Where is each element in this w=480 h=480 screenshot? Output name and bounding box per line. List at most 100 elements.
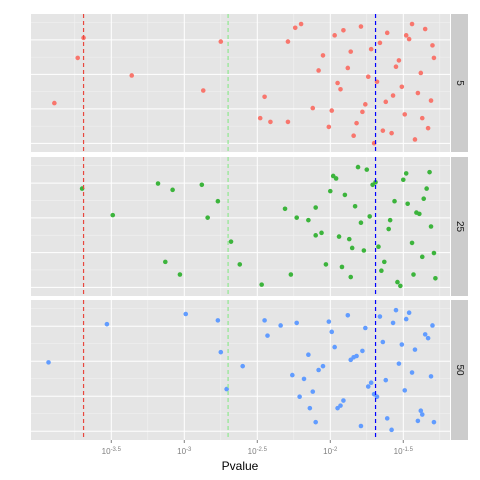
point	[354, 353, 359, 359]
point	[329, 329, 335, 335]
point	[326, 124, 332, 130]
point	[425, 335, 431, 341]
point	[342, 192, 348, 198]
point	[422, 332, 428, 337]
point	[301, 376, 307, 382]
tick-base: 10	[323, 447, 332, 456]
point	[335, 405, 340, 411]
facet-label: 25	[454, 221, 465, 233]
point	[403, 171, 409, 176]
point	[332, 33, 337, 38]
point	[345, 312, 351, 318]
point	[425, 125, 431, 131]
x-tick-label: 10-2.5	[248, 447, 268, 457]
point	[405, 201, 410, 207]
point	[352, 203, 358, 209]
point	[218, 349, 224, 355]
point	[240, 363, 245, 369]
point	[259, 282, 264, 287]
point	[368, 380, 374, 386]
x-axis-label: Pvalue	[222, 459, 259, 473]
point	[380, 128, 386, 133]
point	[412, 347, 418, 352]
point	[392, 198, 397, 204]
point	[431, 55, 437, 61]
point	[389, 427, 394, 433]
point	[215, 318, 221, 323]
point	[335, 80, 340, 86]
point	[403, 316, 409, 322]
tick-exponent: -3.5	[111, 447, 122, 453]
tick-exponent: -1.5	[403, 447, 414, 453]
point	[278, 323, 283, 328]
point	[285, 39, 291, 44]
x-tick-label: 10-3.5	[102, 447, 122, 457]
point	[199, 182, 205, 188]
point	[316, 68, 321, 73]
point	[390, 93, 396, 98]
point	[338, 86, 343, 92]
point	[386, 226, 391, 232]
point	[364, 167, 370, 172]
point	[292, 25, 298, 31]
point	[402, 112, 408, 117]
facet-strip	[451, 300, 468, 440]
point	[389, 130, 394, 136]
point	[421, 196, 427, 201]
point	[294, 320, 300, 326]
panel-background	[31, 14, 450, 152]
point	[431, 419, 437, 425]
point	[306, 352, 311, 358]
x-tick-label: 10-1.5	[394, 447, 414, 457]
point	[377, 314, 383, 319]
point	[384, 30, 390, 36]
point	[75, 55, 81, 61]
point	[360, 109, 365, 115]
point	[110, 212, 116, 218]
tick-exponent: -2	[332, 447, 338, 453]
point	[370, 182, 375, 188]
point	[298, 21, 304, 27]
point	[415, 90, 421, 96]
point	[313, 233, 318, 238]
x-tick-label: 10-3	[177, 447, 192, 457]
point	[390, 320, 396, 326]
panel-background	[31, 157, 450, 296]
point	[329, 108, 335, 113]
point	[360, 348, 365, 354]
point	[363, 325, 368, 331]
point	[351, 133, 356, 138]
point	[341, 398, 346, 403]
point	[104, 321, 110, 327]
tick-exponent: -2.5	[257, 447, 268, 453]
point	[377, 40, 383, 46]
point	[428, 374, 434, 379]
point	[333, 176, 339, 181]
point	[428, 98, 434, 103]
point	[170, 187, 175, 193]
point	[419, 412, 425, 417]
point	[358, 220, 364, 226]
point	[268, 119, 273, 125]
point	[384, 416, 390, 421]
point	[422, 26, 428, 32]
point	[200, 88, 206, 93]
point	[349, 245, 355, 251]
point	[409, 21, 415, 27]
point	[417, 211, 422, 217]
point	[257, 115, 263, 121]
point	[313, 205, 318, 210]
tick-base: 10	[394, 447, 403, 456]
point	[354, 120, 359, 126]
point	[415, 418, 421, 424]
tick-exponent: -3	[186, 447, 192, 453]
point	[155, 181, 161, 186]
facet-label: 5	[454, 80, 465, 86]
point	[262, 94, 267, 100]
point	[282, 206, 288, 212]
point	[411, 272, 416, 277]
point	[403, 33, 409, 38]
point	[310, 105, 316, 111]
